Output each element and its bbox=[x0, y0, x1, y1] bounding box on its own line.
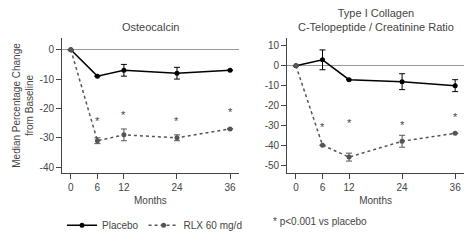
svg-text:24: 24 bbox=[171, 182, 183, 193]
svg-text:0: 0 bbox=[68, 182, 74, 193]
svg-text:*: * bbox=[400, 119, 405, 131]
svg-text:-10: -10 bbox=[265, 80, 280, 91]
svg-text:*: * bbox=[174, 115, 179, 127]
svg-text:Placebo: Placebo bbox=[102, 220, 139, 231]
svg-text:*: * bbox=[228, 106, 233, 118]
svg-text:* p<0.001 vs placebo: * p<0.001 vs placebo bbox=[273, 216, 367, 227]
svg-text:-20: -20 bbox=[40, 103, 55, 114]
svg-text:24: 24 bbox=[397, 182, 409, 193]
svg-text:-30: -30 bbox=[40, 132, 55, 143]
svg-text:RLX 60 mg/d: RLX 60 mg/d bbox=[184, 220, 242, 231]
svg-text:36: 36 bbox=[224, 182, 236, 193]
svg-text:*: * bbox=[453, 111, 458, 123]
svg-text:-40: -40 bbox=[265, 140, 280, 151]
svg-text:-10: -10 bbox=[40, 74, 55, 85]
svg-text:0: 0 bbox=[274, 60, 280, 71]
svg-text:Osteocalcin: Osteocalcin bbox=[122, 21, 179, 33]
svg-text:Median Percentage Changefrom B: Median Percentage Changefrom Baseline bbox=[11, 43, 35, 168]
svg-text:*: * bbox=[95, 115, 100, 127]
svg-text:36: 36 bbox=[450, 182, 462, 193]
svg-text:6: 6 bbox=[320, 182, 326, 193]
svg-text:-40: -40 bbox=[40, 162, 55, 173]
svg-text:0: 0 bbox=[293, 182, 299, 193]
svg-text:6: 6 bbox=[95, 182, 101, 193]
svg-text:*: * bbox=[320, 121, 325, 133]
svg-text:0: 0 bbox=[48, 44, 54, 55]
svg-text:*: * bbox=[121, 109, 126, 121]
svg-text:Type I CollagenC-Telopeptide /: Type I CollagenC-Telopeptide / Creatinin… bbox=[298, 7, 454, 33]
svg-text:12: 12 bbox=[343, 182, 355, 193]
svg-text:-50: -50 bbox=[265, 160, 280, 171]
svg-text:-30: -30 bbox=[265, 120, 280, 131]
svg-text:12: 12 bbox=[118, 182, 130, 193]
svg-text:-20: -20 bbox=[265, 100, 280, 111]
svg-text:Months: Months bbox=[134, 195, 167, 206]
svg-text:*: * bbox=[347, 117, 352, 129]
svg-text:Months: Months bbox=[359, 195, 392, 206]
svg-text:10: 10 bbox=[268, 40, 280, 51]
